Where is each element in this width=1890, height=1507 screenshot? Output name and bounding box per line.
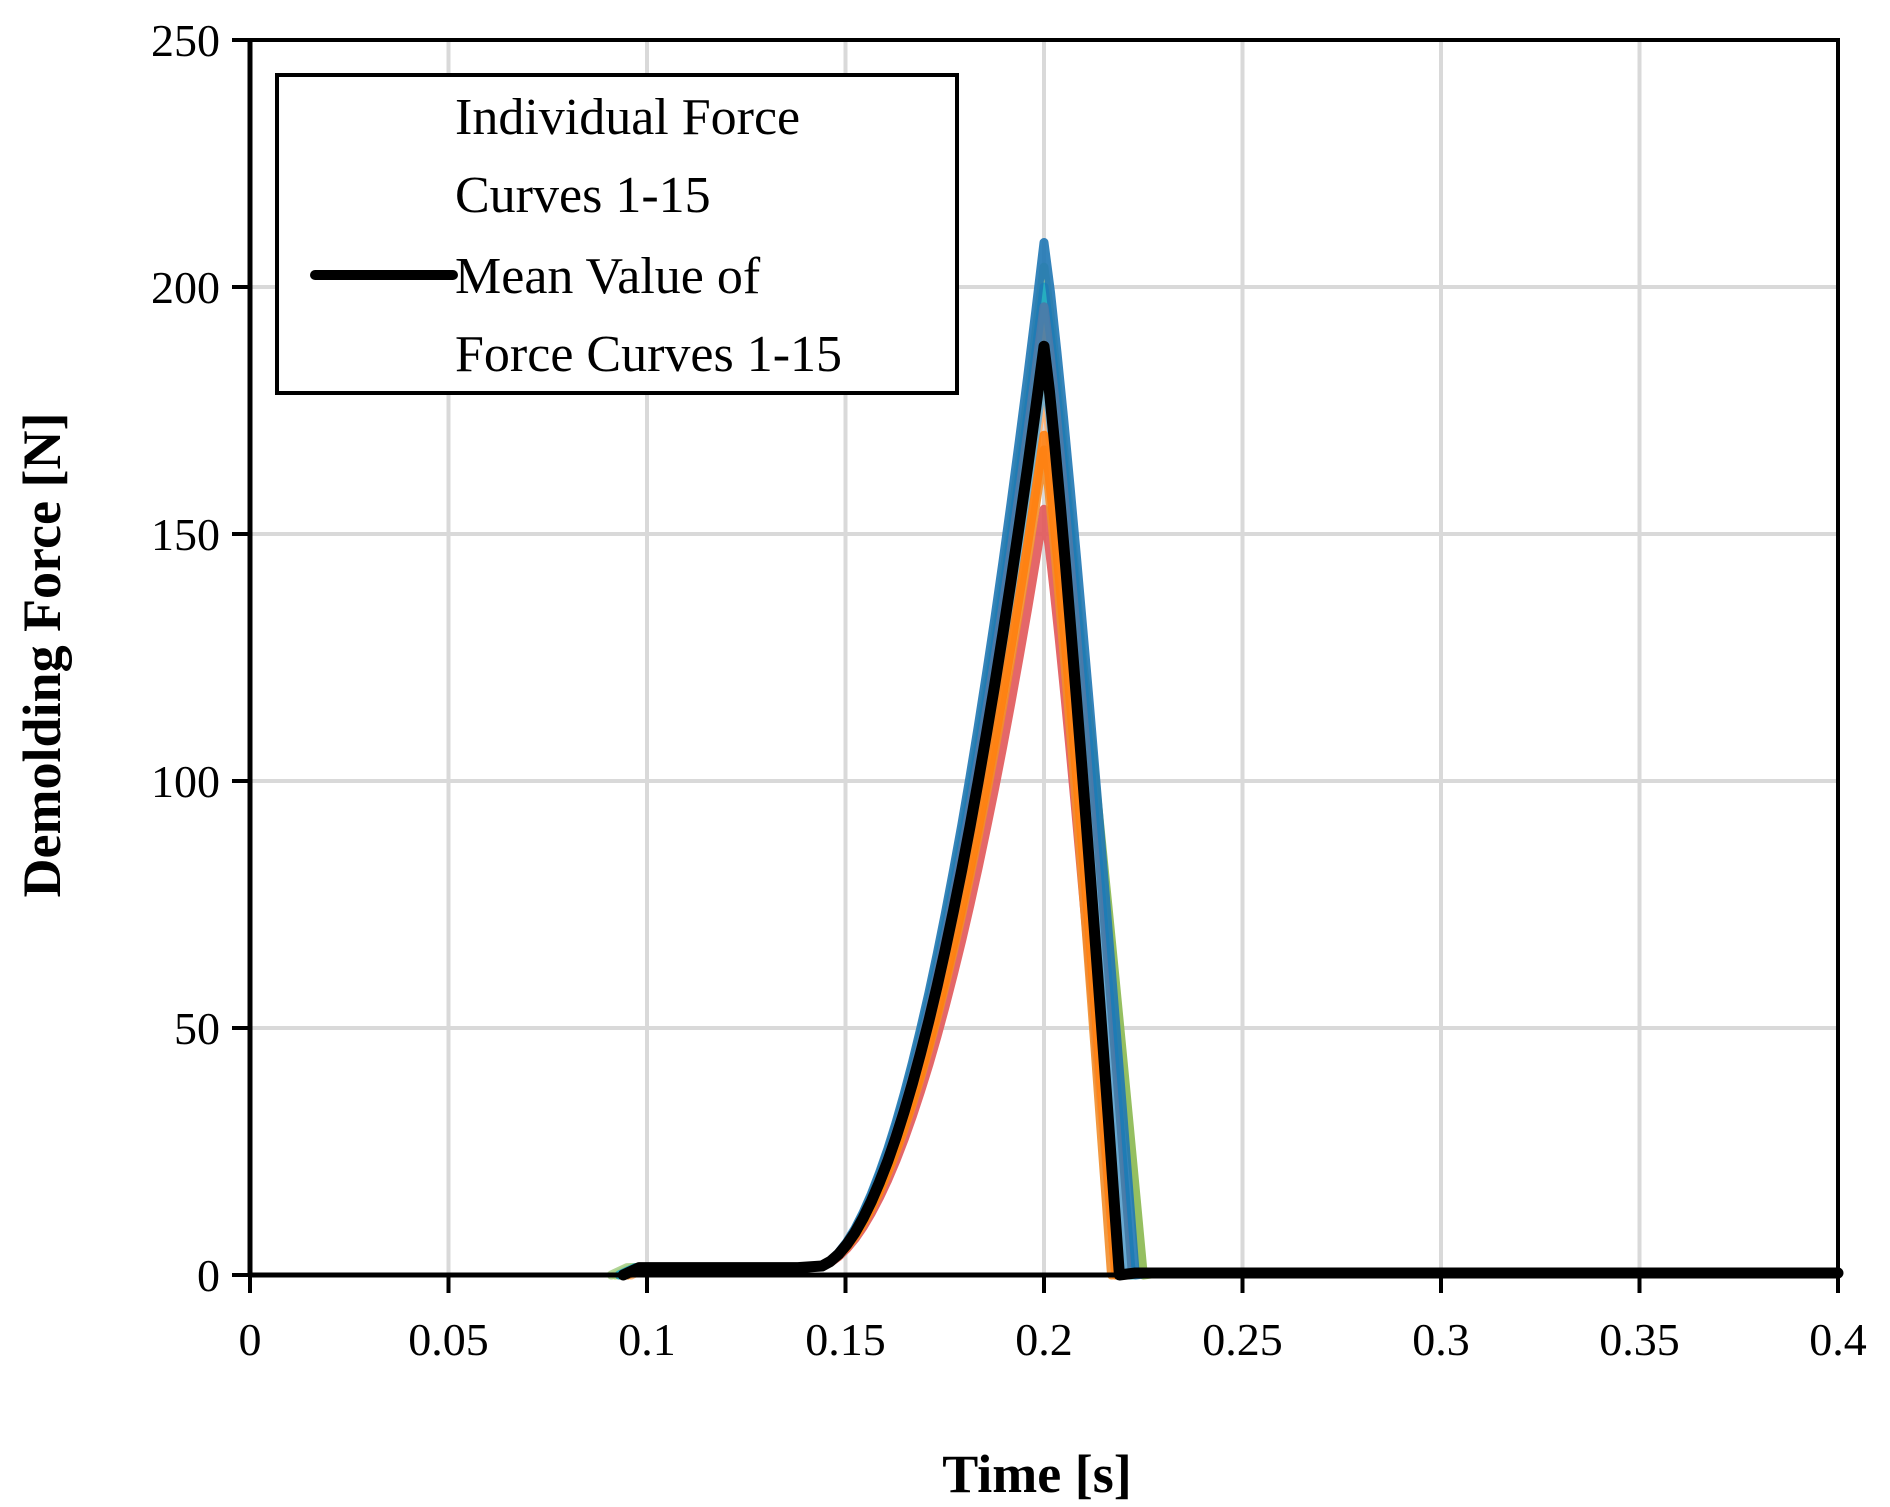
x-tick-label-5: 0.25 <box>1202 1314 1283 1365</box>
series-line-13 <box>622 302 1843 1280</box>
legend-label-mean-line1: Mean Value of <box>455 248 761 305</box>
series-line-5 <box>618 322 1843 1280</box>
y-tick-label-1: 50 <box>174 1003 220 1054</box>
x-tick-label-4: 0.2 <box>1015 1314 1073 1365</box>
y-tick-label-0: 0 <box>197 1250 220 1301</box>
y-tick-label-2: 100 <box>151 756 220 807</box>
series-line-15 <box>622 430 1843 1280</box>
x-tick-label-1: 0.05 <box>408 1314 489 1365</box>
y-tick-label-5: 250 <box>151 15 220 66</box>
legend-label-individual-line2: Curves 1-15 <box>455 167 711 224</box>
legend: Individual Force Curves 1-15 Mean Value … <box>275 73 959 395</box>
series-line-1 <box>618 504 1843 1280</box>
series-line-4 <box>626 381 1843 1280</box>
y-tick-label-3: 150 <box>151 509 220 560</box>
x-tick-label-7: 0.35 <box>1599 1314 1680 1365</box>
x-tick-label-0: 0 <box>239 1314 262 1365</box>
series-line-14 <box>618 366 1843 1280</box>
legend-label-individual-line1: Individual Force <box>455 89 800 146</box>
series-layer <box>606 238 1844 1281</box>
series-line-10 <box>618 351 1843 1280</box>
legend-box <box>275 73 959 395</box>
series-line-3 <box>622 445 1843 1280</box>
series-line-12 <box>618 238 1843 1280</box>
series-line-2 <box>614 331 1843 1280</box>
series-line-8 <box>614 341 1843 1280</box>
series-line-mean <box>617 340 1844 1281</box>
x-tick-label-6: 0.3 <box>1412 1314 1470 1365</box>
axes <box>232 38 1840 1293</box>
series-line-9 <box>606 262 1843 1280</box>
y-axis-title: Demolding Force [N] <box>12 413 72 898</box>
tick-labels: 0 0.05 0.1 0.15 0.2 0.25 0.3 0.35 0.4 0 50 100 150 20… <box>151 15 1867 1365</box>
x-tick-label-2: 0.1 <box>618 1314 676 1365</box>
series-line-7 <box>610 307 1843 1280</box>
legend-label-mean-line2: Force Curves 1-15 <box>455 326 842 383</box>
series-line-6 <box>622 356 1843 1280</box>
y-tick-label-4: 200 <box>151 262 220 313</box>
x-tick-label-3: 0.15 <box>805 1314 886 1365</box>
x-axis-title: Time [s] <box>942 1444 1131 1504</box>
x-tick-label-8: 0.4 <box>1809 1314 1867 1365</box>
